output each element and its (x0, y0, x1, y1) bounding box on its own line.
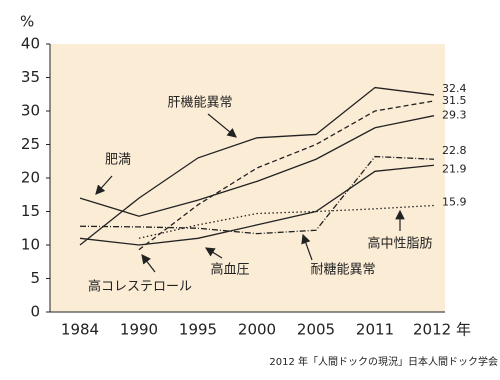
y-tick-label: 15 (21, 202, 40, 220)
source: 2012 年「人間ドックの現況」日本人間ドック学会 (269, 355, 498, 368)
y-tick-label: 40 (21, 35, 40, 53)
x-tick-label: 1984 (61, 321, 99, 339)
x-tick-label: 2000 (238, 321, 276, 339)
series-line (138, 204, 435, 239)
y-tick-label: 0 (30, 303, 40, 321)
arrow (141, 254, 156, 273)
annotation: 高血圧 (210, 262, 249, 278)
x-tick-label: 2012 年 (413, 321, 471, 339)
annotation: 肝機能異常 (167, 96, 232, 111)
series-line (79, 155, 435, 235)
value-label: 21.9 (442, 162, 467, 175)
x-tick-label: 2011 (356, 321, 394, 339)
y-tick-label: 35 (21, 68, 40, 86)
value-label: 22.8 (442, 144, 467, 157)
series-line (79, 164, 435, 246)
arrow (207, 113, 237, 138)
value-label: 29.3 (442, 109, 467, 122)
series-line (79, 86, 435, 246)
y-tick-label: 25 (21, 135, 40, 153)
annotation: 肥満 (105, 153, 131, 168)
y-tick-label: 5 (30, 269, 40, 287)
x-tick-label: 1990 (120, 321, 158, 339)
arrow (95, 175, 113, 195)
annotation: 高中性脂肪 (367, 236, 432, 252)
x-tick-label: 1995 (179, 321, 217, 339)
y-tick-label: 10 (21, 236, 40, 254)
x-tick-label: 2005 (297, 321, 335, 339)
annotation: 高コレステロール (88, 279, 192, 295)
y-tick-label: 20 (21, 169, 40, 187)
value-label: 32.4 (442, 82, 467, 95)
y-tick-label: 30 (21, 102, 40, 120)
y-axis-label: % (20, 13, 34, 31)
value-label: 15.9 (442, 195, 467, 208)
value-label: 31.5 (442, 94, 467, 107)
annotation: 耐糖能異常 (310, 262, 375, 278)
arrow (301, 233, 313, 261)
series-line (79, 115, 435, 217)
arrow (204, 247, 223, 259)
